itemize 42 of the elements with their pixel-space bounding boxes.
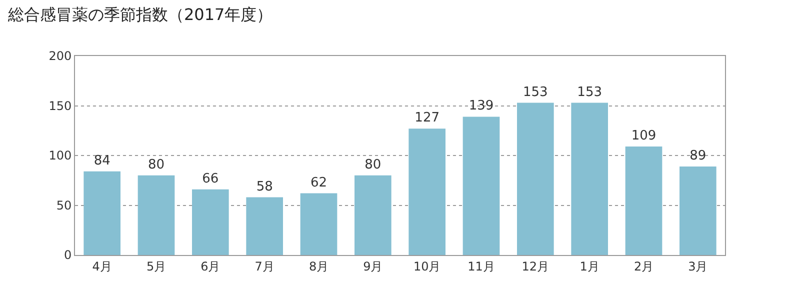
bar (246, 197, 283, 255)
x-tick-label: 9月 (363, 259, 383, 274)
y-tick-label: 200 (48, 49, 72, 64)
data-label: 139 (468, 98, 494, 114)
data-label: 127 (414, 110, 440, 126)
bar (462, 116, 500, 255)
y-tick-label: 50 (56, 198, 72, 212)
x-tick-label: 11月 (468, 259, 495, 274)
data-label: 89 (690, 148, 706, 164)
bar (192, 189, 229, 255)
x-tick-label: 5月 (146, 259, 166, 274)
x-tick-label: 4月 (92, 259, 112, 274)
x-tick-label: 7月 (254, 259, 274, 274)
bar (138, 175, 175, 255)
data-label: 80 (364, 157, 382, 172)
x-tick-label: 6月 (200, 259, 220, 274)
x-tick-label: 10月 (413, 259, 441, 274)
bar (300, 193, 338, 255)
bar (517, 102, 554, 255)
y-tick-label: 0 (64, 248, 72, 262)
data-label: 84 (94, 153, 110, 168)
bar (84, 171, 120, 255)
data-label: 153 (577, 84, 602, 100)
x-tick-label: 8月 (308, 259, 329, 274)
data-label: 62 (310, 175, 328, 190)
data-label: 109 (631, 128, 656, 144)
bar (625, 146, 662, 255)
data-label: 153 (523, 84, 548, 100)
bar (680, 166, 716, 255)
x-tick-label: 12月 (522, 259, 550, 274)
x-tick-label: 2月 (634, 259, 654, 274)
x-tick-label: 1月 (580, 259, 600, 274)
x-tick-label: 3月 (688, 259, 708, 274)
data-label: 66 (202, 171, 219, 186)
chart-title: 総合感冒薬の季節指数（2017年度） (7, 4, 273, 24)
y-tick-label: 150 (48, 98, 72, 113)
bar (408, 128, 446, 255)
bar (354, 175, 392, 255)
data-label: 58 (256, 179, 273, 194)
y-tick-label: 100 (48, 148, 72, 163)
bar (571, 102, 608, 255)
data-label: 80 (148, 157, 165, 172)
